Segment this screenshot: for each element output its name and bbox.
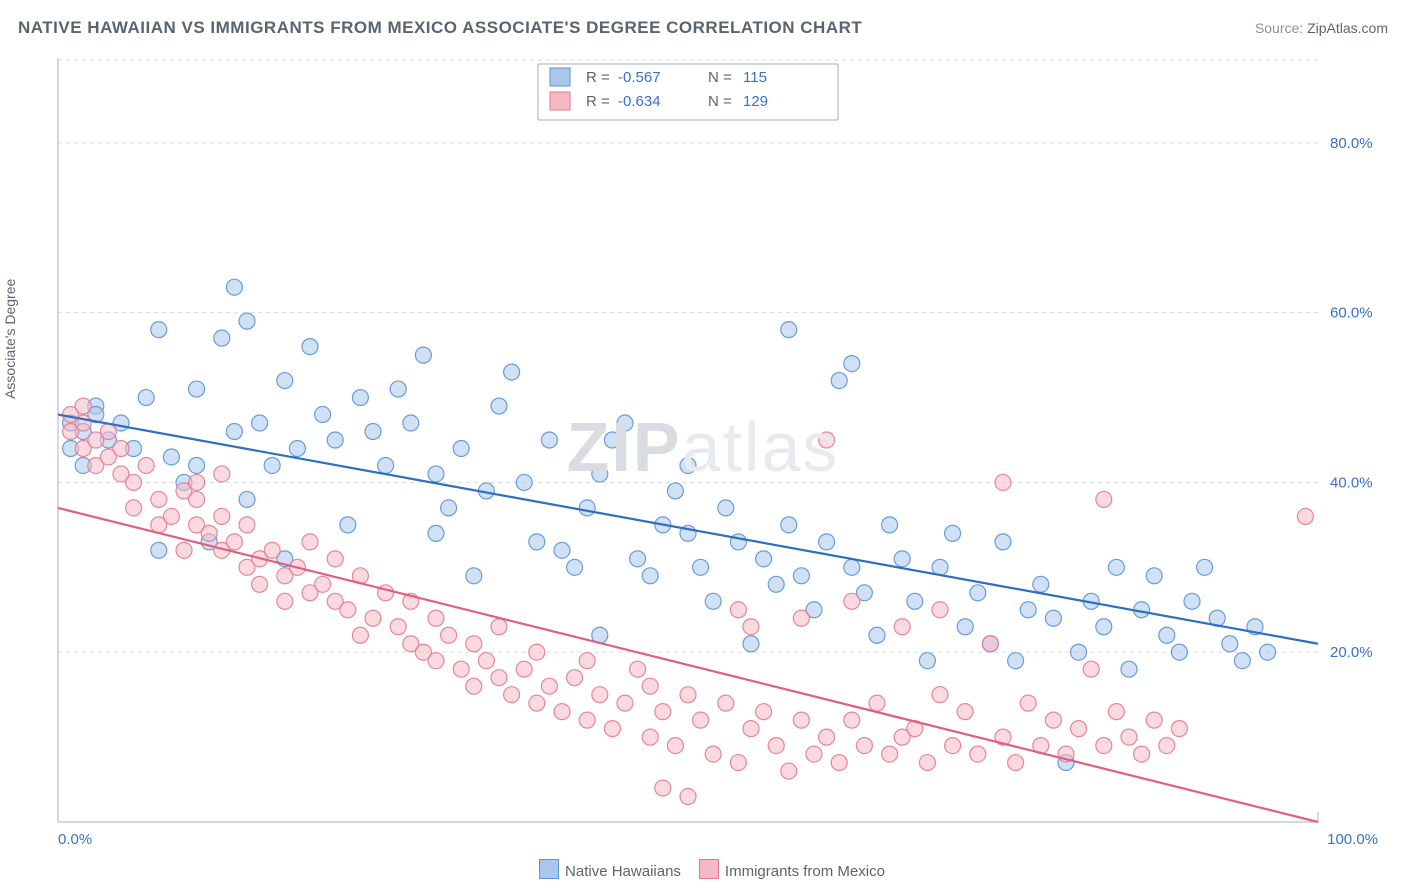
svg-text:40.0%: 40.0% <box>1330 474 1373 491</box>
svg-text:115: 115 <box>743 69 767 86</box>
svg-text:80.0%: 80.0% <box>1330 135 1373 152</box>
svg-text:R =: R = <box>586 93 610 110</box>
svg-text:N =: N = <box>708 69 732 86</box>
svg-text:100.0%: 100.0% <box>1327 831 1378 848</box>
legend-swatch <box>539 859 559 879</box>
legend-label: Immigrants from Mexico <box>725 863 885 880</box>
source-label: Source: <box>1255 20 1303 36</box>
legend-label: Native Hawaiians <box>565 863 681 880</box>
legend-swatch <box>699 859 719 879</box>
y-axis-title: Associate's Degree <box>2 279 18 399</box>
chart-source: Source: ZipAtlas.com <box>1255 20 1388 36</box>
chart-header: NATIVE HAWAIIAN VS IMMIGRANTS FROM MEXIC… <box>18 18 1388 38</box>
svg-text:N =: N = <box>708 93 732 110</box>
svg-text:20.0%: 20.0% <box>1330 644 1373 661</box>
chart-title: NATIVE HAWAIIAN VS IMMIGRANTS FROM MEXIC… <box>18 18 862 38</box>
source-link[interactable]: ZipAtlas.com <box>1307 20 1388 36</box>
plot-area: Associate's Degree ZIPatlas 20.0%40.0%60… <box>18 50 1388 852</box>
scatter-chart: 20.0% 40.0% 60.0% 80.0% 0.0% 100.0% R = -0.567 N… <box>18 50 1388 852</box>
svg-text:60.0%: 60.0% <box>1330 305 1373 322</box>
svg-text:129: 129 <box>743 93 768 110</box>
legend: Native Hawaiians Immigrants from Mexico <box>0 859 1406 880</box>
svg-text:R =: R = <box>586 69 610 86</box>
svg-text:-0.634: -0.634 <box>618 93 661 110</box>
svg-text:0.0%: 0.0% <box>58 831 92 848</box>
svg-text:-0.567: -0.567 <box>618 69 661 86</box>
